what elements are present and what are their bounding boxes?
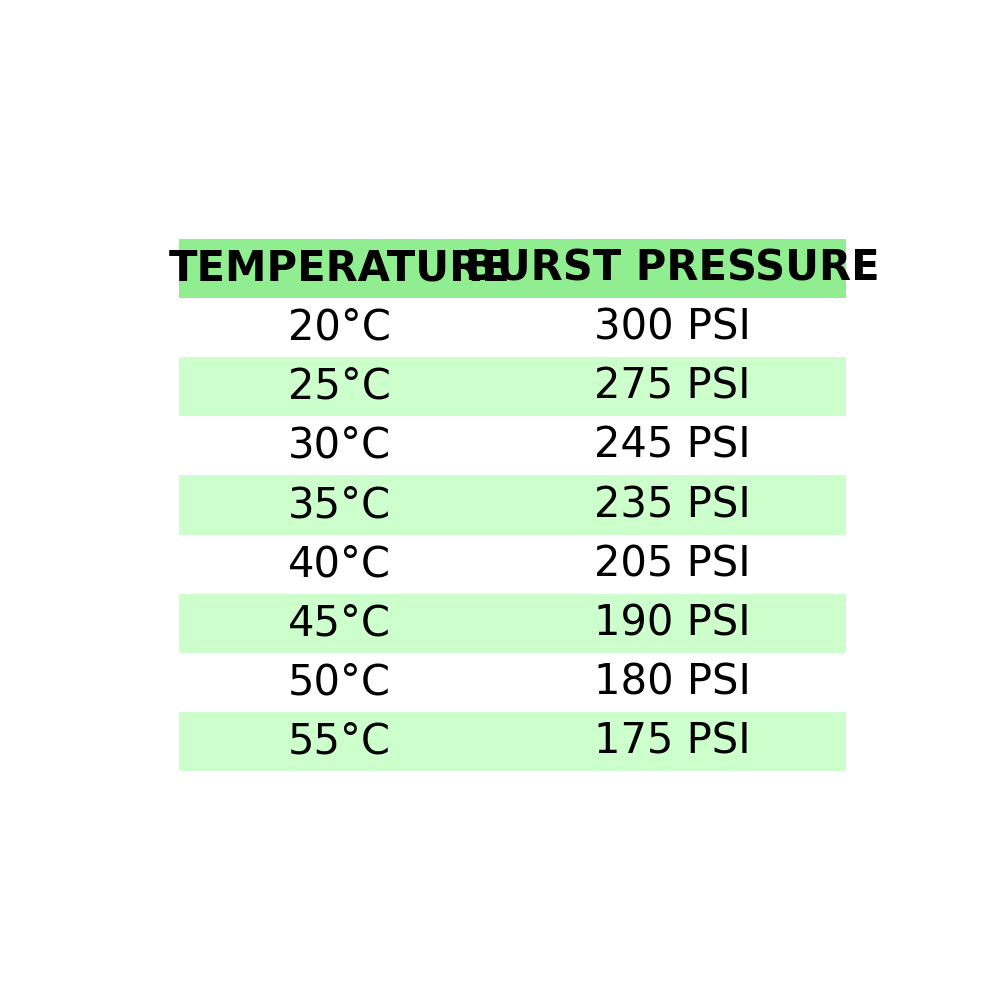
Bar <box>179 239 846 298</box>
Bar <box>179 653 846 712</box>
Text: 45°C: 45°C <box>288 602 391 644</box>
Text: 55°C: 55°C <box>288 720 391 762</box>
Bar <box>179 357 846 416</box>
Bar <box>179 416 846 475</box>
Text: BURST PRESSURE: BURST PRESSURE <box>465 248 880 290</box>
Text: 180 PSI: 180 PSI <box>594 661 751 703</box>
Text: TEMPERATURE: TEMPERATURE <box>168 248 510 290</box>
Text: 40°C: 40°C <box>288 543 391 585</box>
Text: 275 PSI: 275 PSI <box>594 366 751 408</box>
Text: 35°C: 35°C <box>288 484 391 526</box>
Bar <box>179 298 846 357</box>
Bar <box>179 475 846 535</box>
Text: 175 PSI: 175 PSI <box>594 720 751 762</box>
Bar <box>179 712 846 771</box>
Text: 50°C: 50°C <box>288 661 391 703</box>
Text: 25°C: 25°C <box>288 366 391 408</box>
Text: 30°C: 30°C <box>288 425 391 467</box>
Bar <box>179 594 846 653</box>
Text: 20°C: 20°C <box>288 307 391 349</box>
Bar <box>179 535 846 594</box>
Text: 205 PSI: 205 PSI <box>594 543 751 585</box>
Text: 190 PSI: 190 PSI <box>594 602 751 644</box>
Text: 300 PSI: 300 PSI <box>594 307 751 349</box>
Text: 245 PSI: 245 PSI <box>594 425 751 467</box>
Text: 235 PSI: 235 PSI <box>594 484 751 526</box>
